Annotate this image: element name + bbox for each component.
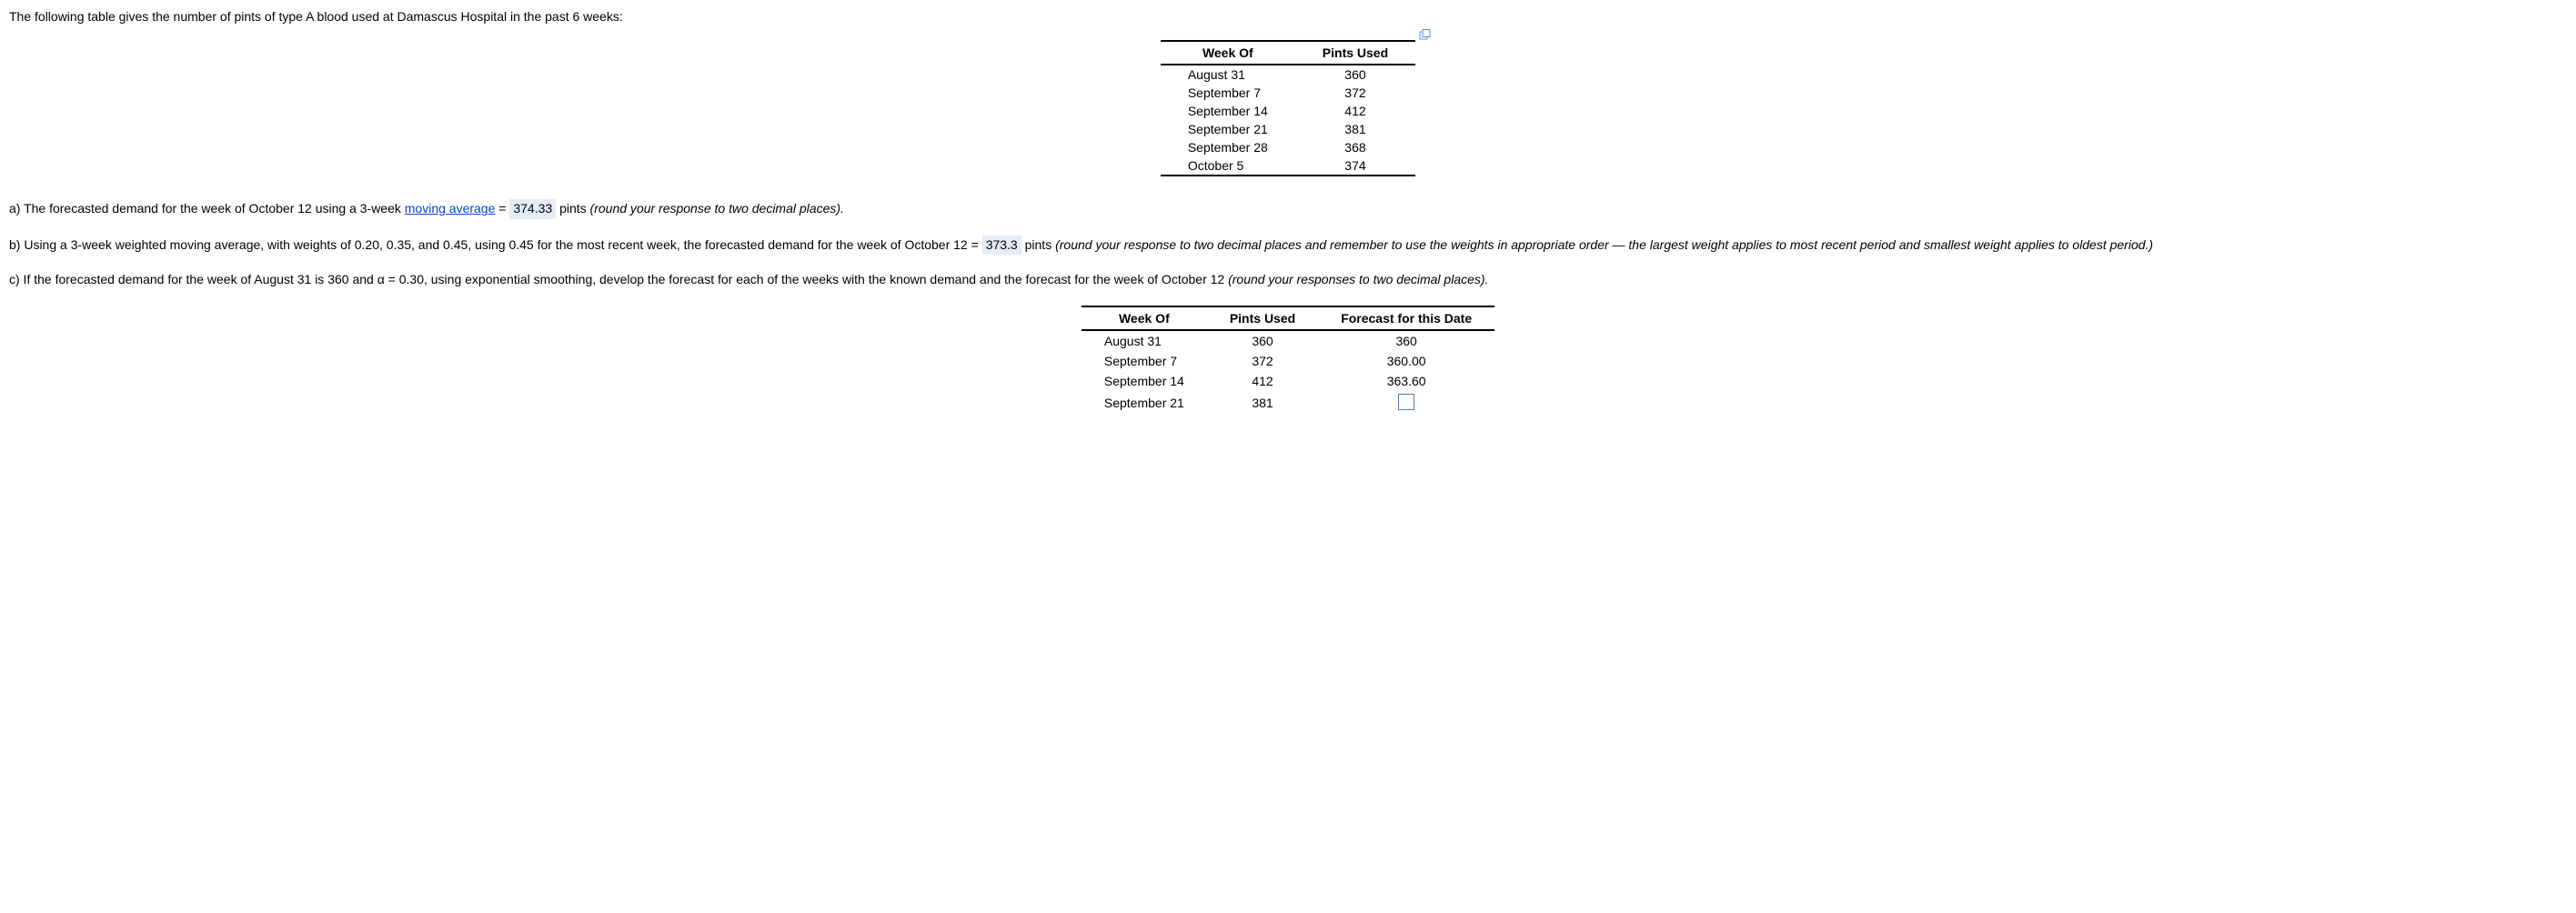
part-c-note: (round your responses to two decimal pla… (1228, 272, 1488, 286)
table1-header-pints: Pints Used (1295, 41, 1415, 65)
part-c-text1: c) If the forecasted demand for the week… (9, 272, 1228, 286)
table-row: September 7 372 360.00 (1082, 351, 1494, 371)
part-a-prefix: a) The forecasted demand for the week of… (9, 201, 405, 216)
part-a-equals: = (495, 201, 509, 216)
table-row: August 31 360 (1161, 65, 1415, 84)
table-row: September 7 372 (1161, 84, 1415, 102)
cell-forecast: 363.60 (1318, 371, 1494, 391)
cell-week: August 31 (1082, 330, 1207, 351)
table-row: August 31 360 360 (1082, 330, 1494, 351)
table2-header-week: Week Of (1082, 306, 1207, 330)
cell-week: October 5 (1161, 156, 1295, 176)
part-a-suffix: pints (556, 201, 589, 216)
part-a-answer[interactable]: 374.33 (509, 199, 556, 219)
cell-pints: 372 (1207, 351, 1318, 371)
copy-icon[interactable] (1419, 29, 1432, 40)
table1-header-week: Week Of (1161, 41, 1295, 65)
cell-pints: 372 (1295, 84, 1415, 102)
part-b-answer[interactable]: 373.3 (982, 236, 1021, 256)
part-b-note: (round your response to two decimal plac… (1055, 237, 2153, 252)
table-row: September 28 368 (1161, 138, 1415, 156)
table1-wrapper: Week Of Pints Used August 31 360 Septemb… (1161, 40, 1415, 176)
table-row: September 14 412 (1161, 102, 1415, 120)
table-row: September 21 381 (1161, 120, 1415, 138)
table2-header-forecast: Forecast for this Date (1318, 306, 1494, 330)
forecast-input-box[interactable] (1398, 394, 1414, 410)
table-row: September 14 412 363.60 (1082, 371, 1494, 391)
moving-average-link[interactable]: moving average (405, 201, 496, 216)
cell-week: September 7 (1161, 84, 1295, 102)
cell-week: September 14 (1161, 102, 1295, 120)
cell-week: September 28 (1161, 138, 1295, 156)
cell-pints: 360 (1295, 65, 1415, 84)
cell-week: September 21 (1082, 391, 1207, 416)
part-a: a) The forecasted demand for the week of… (9, 199, 2567, 219)
cell-pints: 412 (1207, 371, 1318, 391)
cell-week: September 21 (1161, 120, 1295, 138)
table-row: September 21 381 (1082, 391, 1494, 416)
part-a-note: (round your response to two decimal plac… (590, 201, 844, 216)
forecast-table: Week Of Pints Used Forecast for this Dat… (1082, 306, 1494, 416)
intro-text: The following table gives the number of … (9, 9, 2567, 24)
pints-used-table: Week Of Pints Used August 31 360 Septemb… (1161, 40, 1415, 176)
part-c: c) If the forecasted demand for the week… (9, 271, 2567, 289)
cell-forecast: 360.00 (1318, 351, 1494, 371)
cell-pints: 412 (1295, 102, 1415, 120)
cell-week: August 31 (1161, 65, 1295, 84)
table2-header-pints: Pints Used (1207, 306, 1318, 330)
cell-week: September 14 (1082, 371, 1207, 391)
cell-pints: 360 (1207, 330, 1318, 351)
cell-pints: 381 (1207, 391, 1318, 416)
part-b: b) Using a 3-week weighted moving averag… (9, 236, 2567, 256)
cell-pints: 374 (1295, 156, 1415, 176)
cell-pints: 381 (1295, 120, 1415, 138)
part-b-text1: b) Using a 3-week weighted moving averag… (9, 237, 982, 252)
table-row: October 5 374 (1161, 156, 1415, 176)
part-b-text2: pints (1021, 237, 1055, 252)
cell-forecast: 360 (1318, 330, 1494, 351)
cell-pints: 368 (1295, 138, 1415, 156)
cell-week: September 7 (1082, 351, 1207, 371)
cell-forecast-input (1318, 391, 1494, 416)
